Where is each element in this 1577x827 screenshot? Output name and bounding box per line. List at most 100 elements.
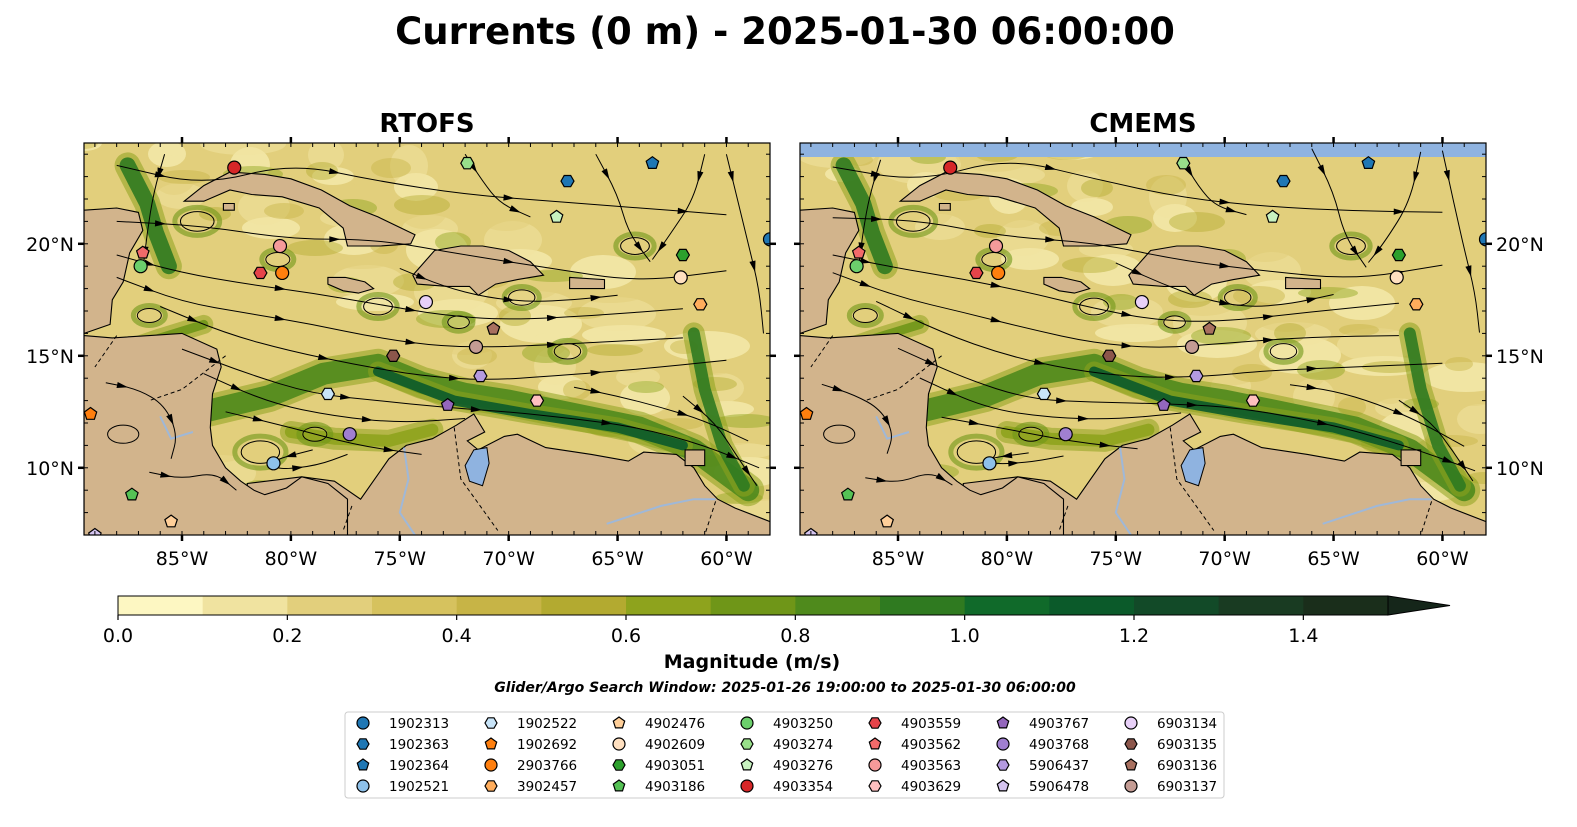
float-marker-6903135: [1102, 349, 1117, 362]
colorbar-label: Magnitude (m/s): [664, 651, 841, 673]
legend-label: 4903051: [645, 758, 705, 774]
land-cuba: [182, 171, 416, 247]
legend-marker: [868, 737, 882, 750]
float-marker-1902313: [1478, 232, 1486, 247]
float-marker-4903051: [675, 248, 691, 262]
legend-label: 4903559: [901, 716, 961, 732]
legend-marker: [612, 737, 626, 751]
legend-marker: [1124, 758, 1138, 771]
float-marker-1902692: [800, 406, 814, 420]
land-islaJuventud: [222, 202, 235, 211]
panel-title-cmems: CMEMS: [1089, 109, 1196, 139]
float-marker-4903354: [227, 160, 242, 175]
colorbar-bin: [287, 596, 373, 615]
land-puertoRico: [569, 276, 606, 290]
map-frame: [83, 142, 771, 536]
y-axis-ticks: 20°N 15°N 10°N: [794, 153, 1544, 536]
colorbar-tick-label: 0.4: [442, 625, 472, 647]
land-puertoRico: [1285, 276, 1322, 290]
legend-item: 3902457: [484, 779, 577, 795]
float-marker-4903051: [1391, 248, 1407, 262]
colorbar-tick-label: 0.8: [780, 625, 810, 647]
float-marker-6903134: [1134, 294, 1150, 310]
colorbar-bin: [1049, 596, 1135, 615]
colorbar-tick-label: 1.2: [1119, 625, 1149, 647]
land-cuba: [898, 171, 1132, 247]
legend-marker: [356, 738, 370, 750]
legend-item: 4903562: [868, 737, 961, 753]
legend-marker: [996, 737, 1010, 751]
colorbar-bin: [372, 596, 458, 615]
map-frame: [799, 142, 1487, 536]
legend-item: 2903766: [484, 758, 577, 774]
no-data-band: [800, 143, 1486, 157]
legend-marker: [1124, 716, 1138, 730]
float-marker-4903562: [851, 245, 866, 259]
x-tick-label: 85°W: [872, 548, 925, 570]
legend-item: 1902363: [356, 737, 449, 753]
float-marker-6903136: [1202, 321, 1217, 335]
legend-item: 6903137: [1124, 779, 1217, 795]
legend-label: 6903136: [1157, 758, 1217, 774]
legend-label: 4903250: [773, 716, 833, 732]
x-tick-label: 60°W: [700, 548, 753, 570]
legend-item: 1902521: [356, 779, 449, 795]
float-marker-4903629: [529, 394, 545, 407]
x-tick-label: 80°W: [981, 548, 1034, 570]
legend-item: 4903250: [740, 716, 833, 732]
legend-item: 4902609: [612, 737, 705, 753]
legend-label: 4903768: [1029, 737, 1089, 753]
legend-label: 4903562: [901, 737, 961, 753]
legend-item: 1902364: [356, 758, 449, 774]
legend-marker: [996, 779, 1010, 792]
legend-item: 4902476: [612, 716, 705, 732]
legend-label: 2903766: [517, 758, 577, 774]
float-marker-5906437: [1189, 369, 1204, 383]
float-marker-4903629: [1245, 394, 1261, 407]
float-marker-4903276: [1265, 209, 1280, 223]
float-marker-1902364: [1361, 155, 1376, 169]
float-marker-6903135: [386, 349, 401, 362]
land-southAmerica: [246, 413, 770, 535]
colorbar-bin: [795, 596, 881, 615]
float-marker-4903186: [124, 487, 139, 501]
float-marker-4903274: [1176, 156, 1191, 170]
land-mass: [800, 171, 1486, 535]
panel-title-rtofs: RTOFS: [379, 109, 474, 139]
legend-item: 4903276: [740, 758, 833, 774]
legend-marker: [484, 758, 498, 772]
float-marker-6903136: [486, 321, 501, 335]
float-marker-1902522: [320, 387, 336, 401]
float-marker-1902313: [762, 232, 770, 247]
legend-marker: [740, 738, 754, 750]
y-tick-label: 10°N: [26, 458, 74, 480]
legend-item: 5906478: [996, 779, 1089, 795]
x-tick-label: 60°W: [1416, 548, 1469, 570]
colorbar-bin: [1303, 596, 1389, 615]
float-marker-4903559: [969, 266, 984, 280]
land-jamaica: [1043, 276, 1091, 294]
float-marker-4903767: [440, 397, 455, 411]
legend-label: 4902609: [645, 737, 705, 753]
legend-item: 4903768: [996, 737, 1089, 753]
land-islaJuventud: [938, 202, 951, 211]
map-panel-rtofs: RTOFS 85°W 80°W 75°W 70°W 65°W 60°W 20°N 15°N 1…: [26, 109, 776, 570]
legend-item: 6903134: [1124, 716, 1217, 732]
float-marker-1902363: [1276, 174, 1291, 188]
legend-marker: [356, 716, 370, 730]
legend-item: 6903135: [1124, 737, 1217, 753]
float-marker-3902457: [693, 298, 708, 311]
colorbar-bin: [456, 596, 542, 615]
search-window-text: Glider/Argo Search Window: 2025-01-26 19…: [494, 680, 1076, 696]
figure-title: Currents (0 m) - 2025-01-30 06:00:00: [395, 10, 1175, 53]
float-marker-2903766: [991, 265, 1006, 281]
legend-marker: [612, 716, 626, 729]
legend-label: 4903629: [901, 779, 961, 795]
land-jamaica: [327, 276, 375, 294]
legend-label: 1902692: [517, 737, 577, 753]
x-tick-label: 75°W: [1090, 548, 1143, 570]
x-tick-label: 70°W: [1198, 548, 1251, 570]
legend-item: 1902313: [356, 716, 449, 732]
float-marker-4903768: [1058, 427, 1073, 442]
